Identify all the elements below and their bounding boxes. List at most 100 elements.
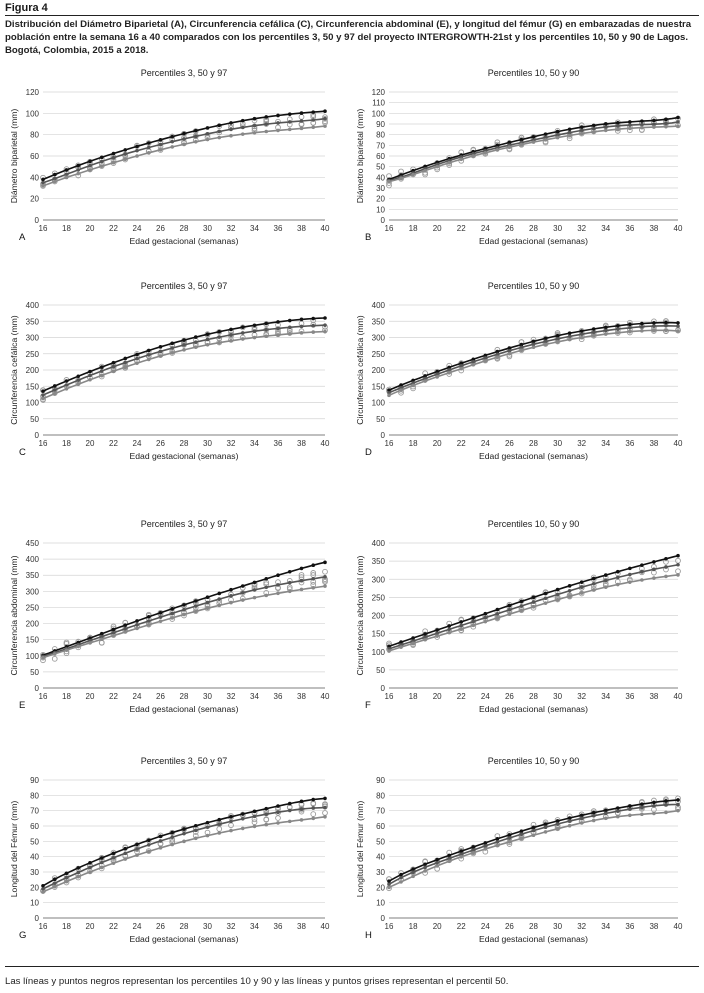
percentile-marker: [264, 812, 269, 816]
percentile-marker: [411, 383, 415, 388]
percentile-marker: [76, 171, 81, 176]
percentile-marker: [64, 871, 69, 876]
panel-letter: B: [365, 232, 371, 243]
percentile-marker: [111, 630, 116, 635]
percentile-marker: [579, 821, 584, 825]
percentile-marker: [287, 331, 292, 336]
percentile-marker: [311, 125, 316, 130]
y-tick-label: 70: [376, 807, 385, 816]
percentile-marker: [399, 880, 403, 884]
percentile-marker: [205, 600, 210, 605]
x-tick-label: 30: [203, 692, 212, 701]
percentile-marker: [193, 128, 198, 133]
x-tick-label: 16: [385, 922, 394, 931]
percentile-marker: [52, 176, 57, 181]
percentile-marker: [41, 389, 45, 393]
percentile-marker: [652, 125, 656, 129]
percentile-marker: [252, 588, 257, 592]
percentile-marker: [628, 807, 632, 811]
percentile-marker: [229, 327, 233, 332]
percentile-marker: [229, 587, 233, 592]
percentile-marker: [628, 572, 632, 577]
y-tick-label: 400: [26, 301, 40, 310]
percentile-marker: [640, 125, 644, 130]
percentile-marker: [411, 867, 415, 871]
y-tick-label: 50: [376, 415, 385, 424]
percentile-marker: [628, 120, 632, 124]
percentile-marker: [591, 588, 596, 592]
percentile-line-3: [388, 574, 679, 652]
percentile-marker: [411, 172, 415, 177]
percentile-marker: [287, 801, 292, 806]
percentile-marker: [111, 160, 116, 165]
percentile-marker: [311, 576, 316, 581]
percentile-marker: [423, 869, 427, 873]
percentile-marker: [591, 581, 596, 586]
y-axis-label: Diámetro biparietal (mm): [355, 109, 365, 204]
y-tick-label: 300: [26, 334, 40, 343]
percentile-marker: [123, 157, 128, 162]
percentile-line-2: [388, 324, 679, 394]
percentile-marker: [170, 606, 175, 611]
x-tick-label: 24: [133, 922, 142, 931]
percentile-marker: [88, 865, 92, 870]
percentile-marker: [387, 393, 391, 398]
percentile-marker: [41, 393, 45, 397]
percentile-marker: [555, 129, 560, 134]
percentile-marker: [88, 168, 92, 172]
percentile-marker: [158, 846, 163, 850]
x-tick-label: 40: [321, 224, 330, 233]
y-tick-label: 30: [376, 868, 385, 877]
x-tick-label: 18: [409, 692, 418, 701]
x-tick-label: 24: [481, 692, 490, 701]
percentile-marker: [579, 813, 584, 818]
percentile-marker: [229, 819, 233, 824]
percentile-marker: [447, 624, 452, 628]
percentile-marker: [193, 345, 198, 349]
percentile-marker: [603, 816, 608, 821]
percentile-marker: [579, 128, 584, 133]
percentile-line-2: [42, 806, 326, 890]
x-tick-label: 32: [577, 922, 586, 931]
percentile-marker: [217, 817, 222, 822]
percentile-marker: [146, 353, 151, 357]
percentile-marker: [205, 820, 210, 825]
percentile-marker: [205, 833, 210, 838]
x-tick-label: 38: [297, 439, 306, 448]
chart-title: Percentiles 3, 50 y 97: [141, 68, 228, 78]
percentile-marker: [615, 124, 620, 128]
percentile-marker: [252, 123, 257, 128]
y-tick-label: 60: [30, 152, 39, 161]
percentile-marker: [123, 851, 128, 856]
percentile-marker: [146, 619, 151, 623]
percentile-marker: [240, 325, 245, 330]
percentile-marker: [182, 131, 186, 136]
x-tick-label: 36: [274, 922, 283, 931]
y-tick-label: 200: [372, 612, 386, 621]
percentile-marker: [652, 560, 656, 564]
percentile-marker: [603, 122, 608, 126]
percentile-marker: [676, 802, 680, 807]
percentile-marker: [579, 585, 584, 590]
percentile-marker: [287, 325, 292, 330]
percentile-marker: [423, 637, 427, 642]
percentile-marker: [158, 610, 163, 615]
percentile-marker: [217, 597, 222, 601]
percentile-marker: [447, 859, 452, 863]
percentile-marker: [88, 369, 92, 374]
y-tick-label: 80: [30, 131, 39, 140]
x-tick-label: 22: [457, 224, 466, 233]
percentile-marker: [64, 383, 69, 387]
percentile-marker: [240, 812, 245, 816]
percentile-marker: [123, 846, 128, 851]
percentile-marker: [229, 828, 233, 833]
y-tick-label: 100: [26, 109, 40, 118]
percentile-marker: [182, 612, 186, 617]
percentile-marker: [399, 872, 403, 877]
percentile-line-1: [42, 317, 326, 392]
percentile-marker: [76, 644, 81, 649]
percentile-marker: [311, 118, 316, 122]
percentile-marker: [264, 334, 269, 338]
percentile-marker: [483, 841, 488, 845]
percentile-marker: [88, 163, 92, 168]
